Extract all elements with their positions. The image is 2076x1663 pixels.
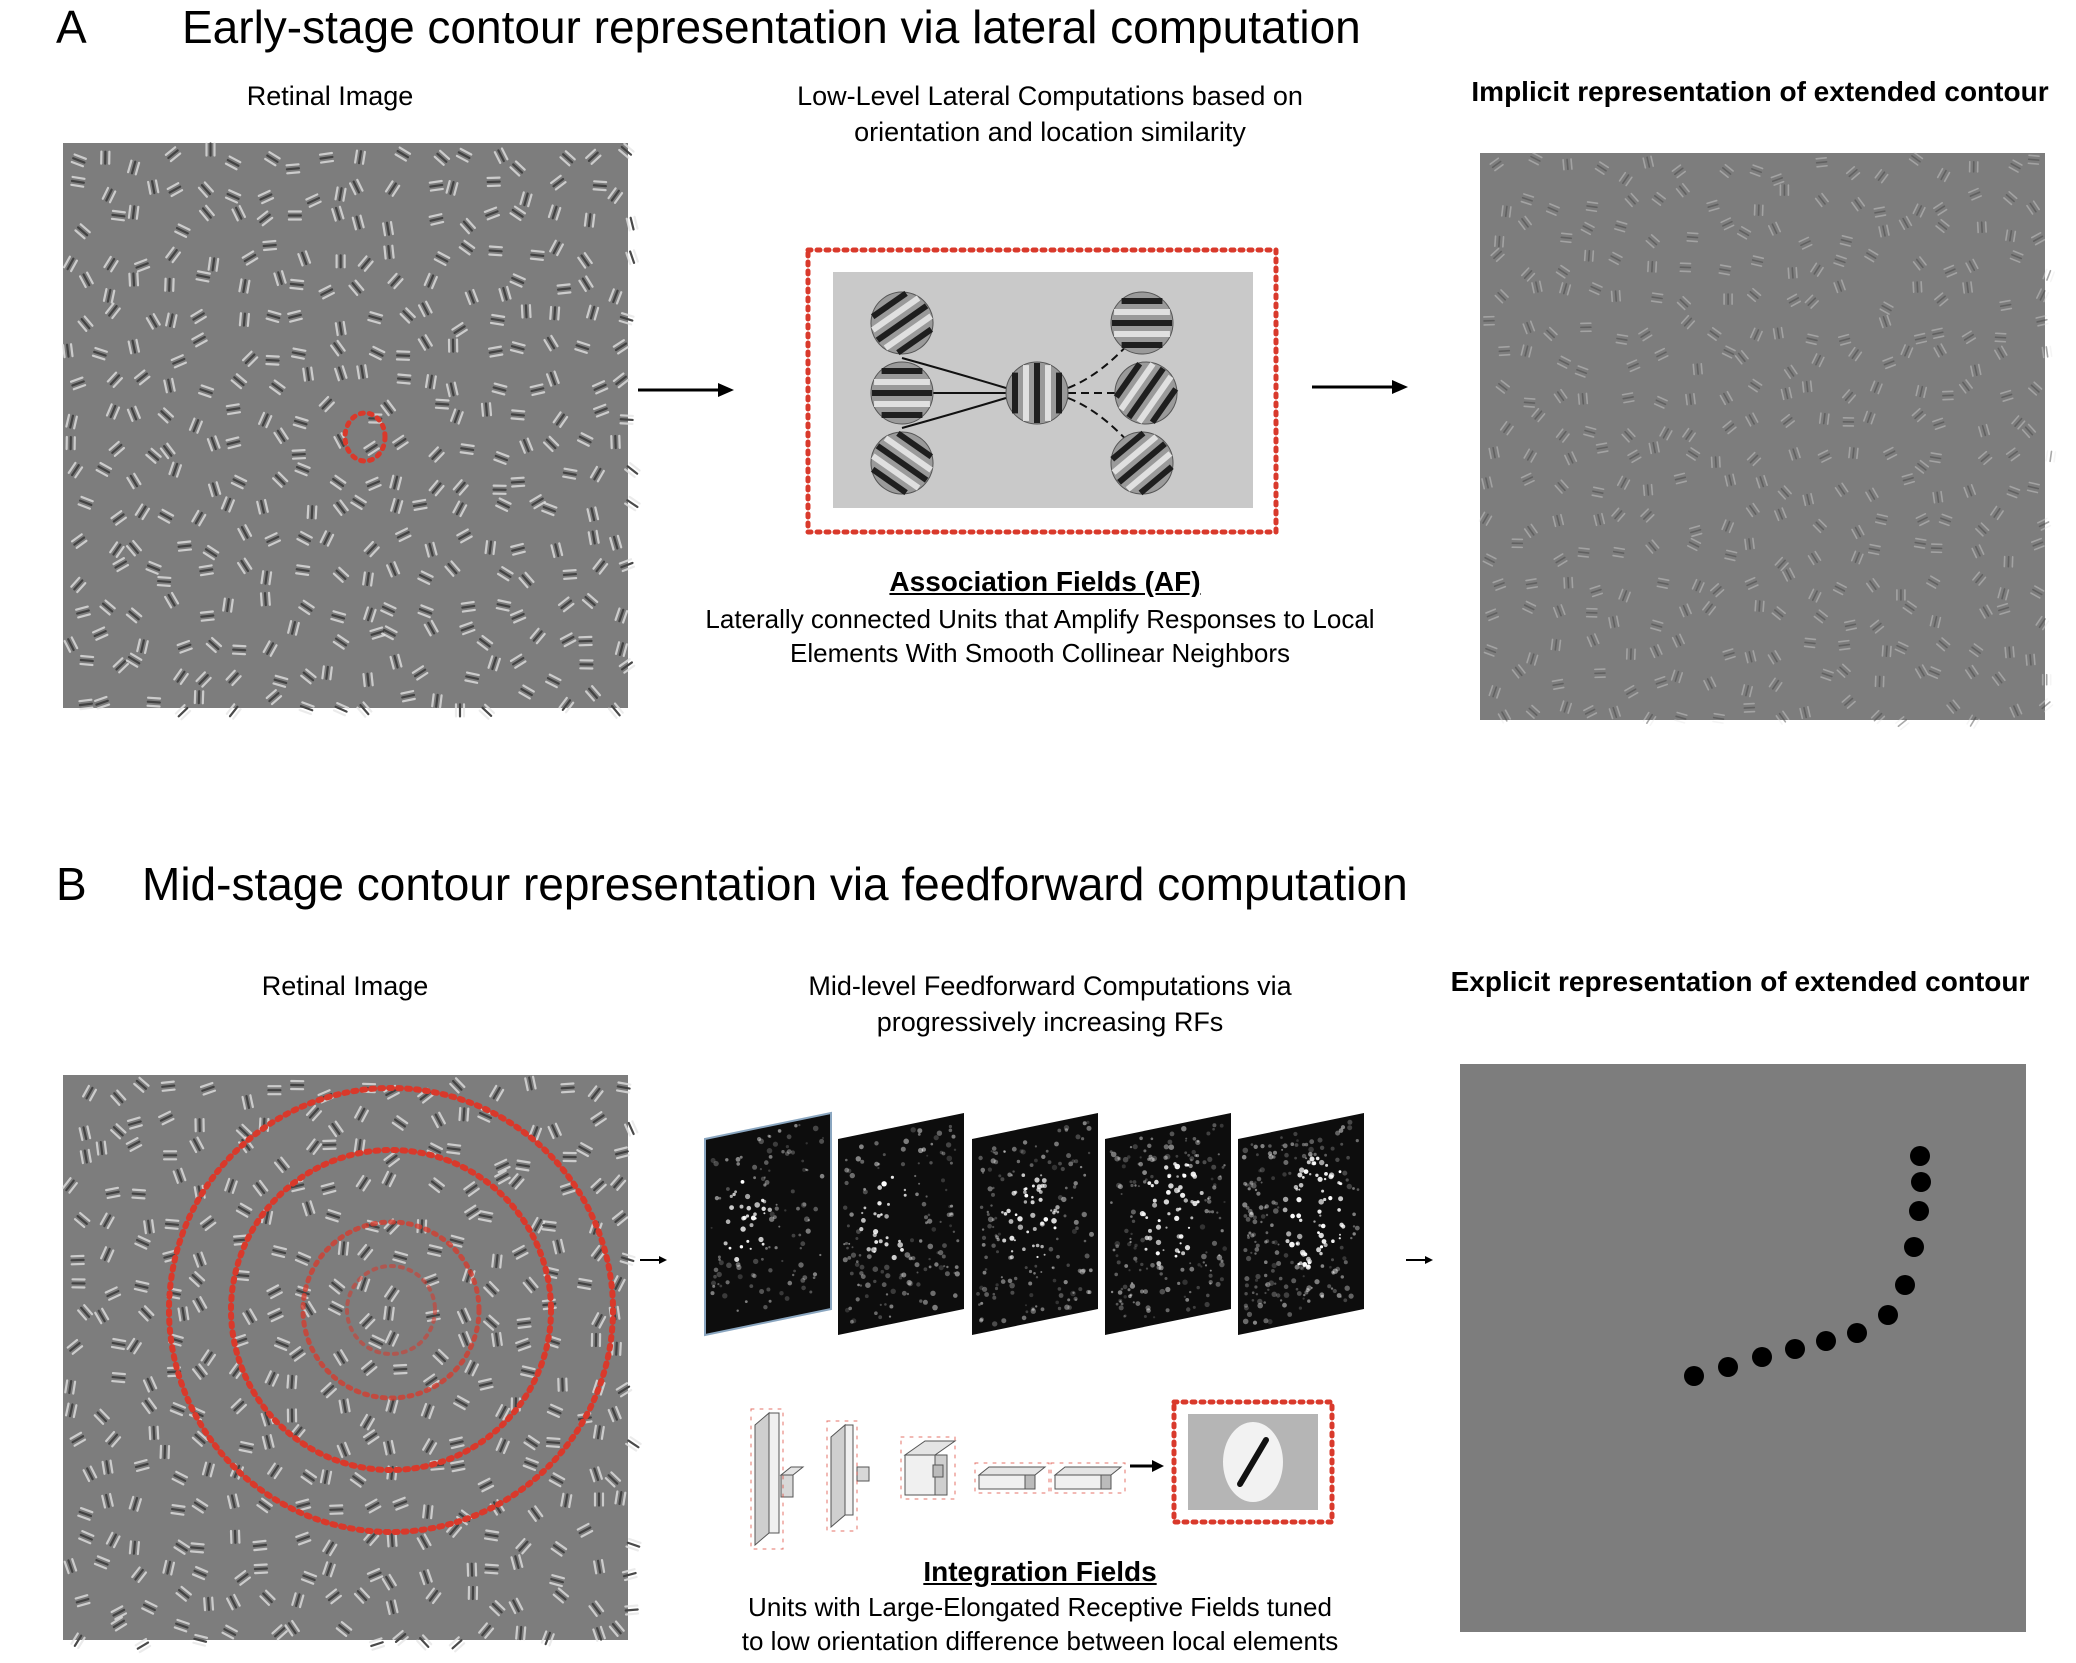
panel-b-arrow-1 (640, 1256, 667, 1264)
panel-a-implicit-image (1478, 151, 2057, 731)
receptive-field-ring-2 (300, 1219, 482, 1401)
panel-b-retinal-label: Retinal Image (261, 971, 429, 1001)
panel-b-explicit-image (1460, 1064, 2026, 1632)
panel-b-title: Mid-stage contour representation via fee… (142, 858, 1408, 910)
integration-fields-description-line2: to low orientation difference between lo… (741, 1626, 1339, 1656)
receptive-field-ring-1 (345, 1264, 437, 1356)
association-field-figure (805, 247, 1279, 535)
panel-b-letter: B (56, 858, 87, 910)
association-fields-description-line1: Laterally connected Units that Amplify R… (705, 604, 1375, 634)
receptive-field-ring-3 (228, 1147, 554, 1473)
integration-fields-description: Units with Large-Elongated Receptive Fie… (660, 1590, 1420, 1658)
panel-a-lateral-label: Low-Level Lateral Computations based on … (700, 78, 1400, 150)
panel-b-retinal-image (62, 1075, 642, 1654)
panel-a-arrow-1 (638, 383, 734, 397)
panel-a-arrow-2 (1312, 380, 1408, 394)
panel-a-highlight-circle (342, 410, 388, 464)
panel-b-feedforward-label: Mid-level Feedforward Computations via p… (700, 968, 1400, 1040)
feature-map-stack (704, 1111, 1364, 1337)
panel-a-lateral-label-line2: orientation and location similarity (854, 117, 1246, 147)
association-fields-title: Association Fields (AF) (889, 566, 1201, 597)
integration-fields-description-line1: Units with Large-Elongated Receptive Fie… (748, 1592, 1332, 1622)
panel-b-arrow-2 (1406, 1256, 1433, 1264)
panel-a-implicit-label: Implicit representation of extended cont… (1471, 76, 2049, 107)
cnn-output-arrow (1130, 1460, 1164, 1472)
panel-b-feedforward-label-line1: Mid-level Feedforward Computations via (808, 971, 1292, 1001)
panel-a-retinal-image (61, 142, 641, 721)
panel-b-feedforward-label-line2: progressively increasing RFs (876, 1007, 1224, 1037)
panel-a-retinal-label: Retinal Image (246, 81, 414, 111)
integration-fields-title: Integration Fields (923, 1556, 1157, 1587)
integration-field-output (1171, 1399, 1335, 1525)
association-fields-description-line2: Elements With Smooth Collinear Neighbors (790, 638, 1290, 668)
cnn-layers-diagram (750, 1408, 1126, 1550)
receptive-field-ring-4 (166, 1085, 616, 1535)
panel-a-title: Early-stage contour representation via l… (182, 1, 1361, 53)
panel-a-lateral-label-line1: Low-Level Lateral Computations based on (797, 81, 1303, 111)
panel-b-explicit-label: Explicit representation of extended cont… (1450, 966, 2030, 997)
panel-a-letter: A (56, 1, 87, 53)
association-fields-description: Laterally connected Units that Amplify R… (650, 602, 1430, 670)
